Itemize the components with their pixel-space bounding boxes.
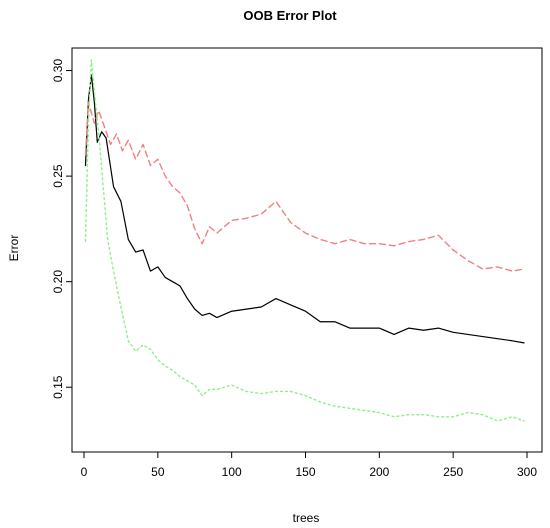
x-axis: 0 50 100 150 200 250 300 [81, 452, 537, 479]
series-line-3 [84, 59, 525, 422]
y-tick-label: 0.30 [51, 59, 65, 83]
series-line-1 [84, 74, 525, 344]
x-tick-label: 50 [151, 465, 165, 479]
x-tick-label: 250 [443, 465, 463, 479]
x-tick-label: 100 [222, 465, 242, 479]
series-line-2 [84, 101, 525, 272]
x-tick-label: 200 [369, 465, 389, 479]
x-tick-label: 0 [81, 465, 88, 479]
x-tick-label: 150 [295, 465, 315, 479]
y-tick-label: 0.20 [51, 270, 65, 294]
y-axis: 0.15 0.20 0.25 0.30 [51, 59, 72, 399]
y-tick-label: 0.15 [51, 375, 65, 399]
series-layer [84, 59, 525, 422]
y-tick-label: 0.25 [51, 164, 65, 188]
chart-title: OOB Error Plot [243, 8, 337, 23]
x-tick-label: 300 [517, 465, 537, 479]
y-axis-title: Error [7, 235, 21, 262]
plot-frame [71, 47, 543, 453]
x-axis-title: trees [293, 511, 320, 525]
